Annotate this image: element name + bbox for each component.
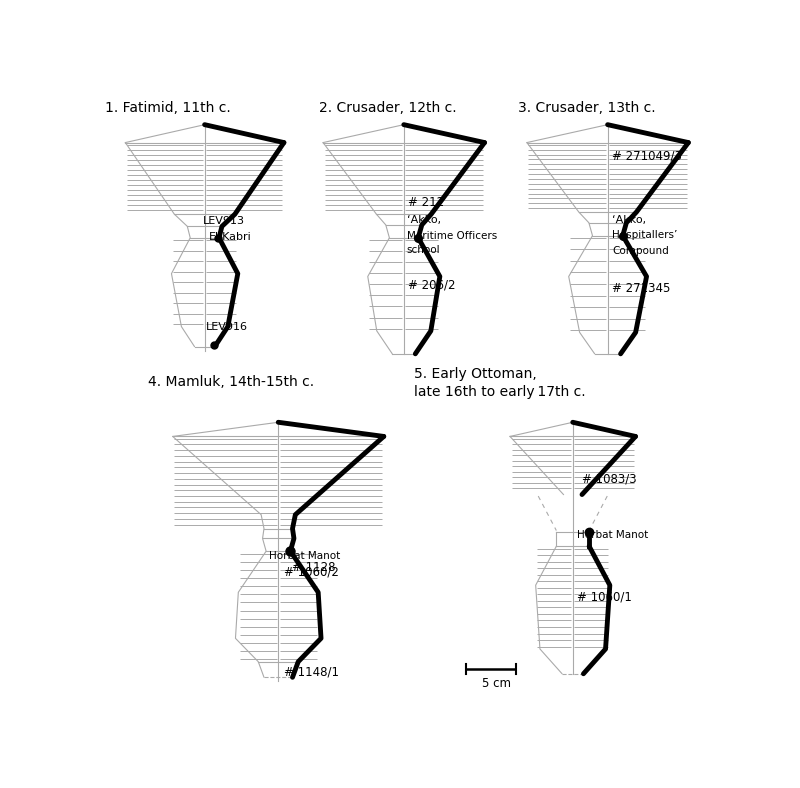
Text: 1. Fatimid, 11th c.: 1. Fatimid, 11th c.: [105, 102, 230, 115]
Text: late 16th to early 17th c.: late 16th to early 17th c.: [414, 385, 586, 399]
Text: school: school: [407, 245, 441, 255]
Text: ‘Akko,: ‘Akko,: [407, 214, 441, 225]
Text: # 1083/3: # 1083/3: [582, 473, 637, 486]
Text: 3. Crusader, 13th c.: 3. Crusader, 13th c.: [518, 102, 656, 115]
Text: # 271049/3: # 271049/3: [612, 150, 682, 162]
Text: # 271345: # 271345: [612, 282, 670, 295]
Text: # 1060/2: # 1060/2: [285, 566, 339, 579]
Text: 2. Crusader, 12th c.: 2. Crusader, 12th c.: [318, 102, 456, 115]
Text: Horbat Manot: Horbat Manot: [578, 530, 649, 541]
Text: # 1128: # 1128: [292, 561, 336, 574]
Text: ‘Akko,: ‘Akko,: [612, 215, 646, 225]
Text: Compound: Compound: [612, 246, 669, 255]
Text: # 206/2: # 206/2: [409, 278, 456, 291]
Text: Maritime Officers: Maritime Officers: [407, 231, 497, 241]
Text: # 1060/1: # 1060/1: [578, 590, 632, 604]
Text: LEV913: LEV913: [203, 216, 245, 226]
Text: El-Kabri: El-Kabri: [209, 232, 251, 242]
Text: Horbat Manot: Horbat Manot: [269, 551, 340, 561]
Text: LEV916: LEV916: [206, 322, 248, 333]
Text: 5 cm: 5 cm: [482, 678, 510, 690]
Text: 5. Early Ottoman,: 5. Early Ottoman,: [414, 367, 537, 381]
Text: # 1148/1: # 1148/1: [285, 666, 339, 678]
Text: Hospitallers’: Hospitallers’: [612, 230, 678, 240]
Text: 4. Mamluk, 14th-15th c.: 4. Mamluk, 14th-15th c.: [148, 374, 314, 388]
Text: # 212: # 212: [409, 195, 445, 209]
